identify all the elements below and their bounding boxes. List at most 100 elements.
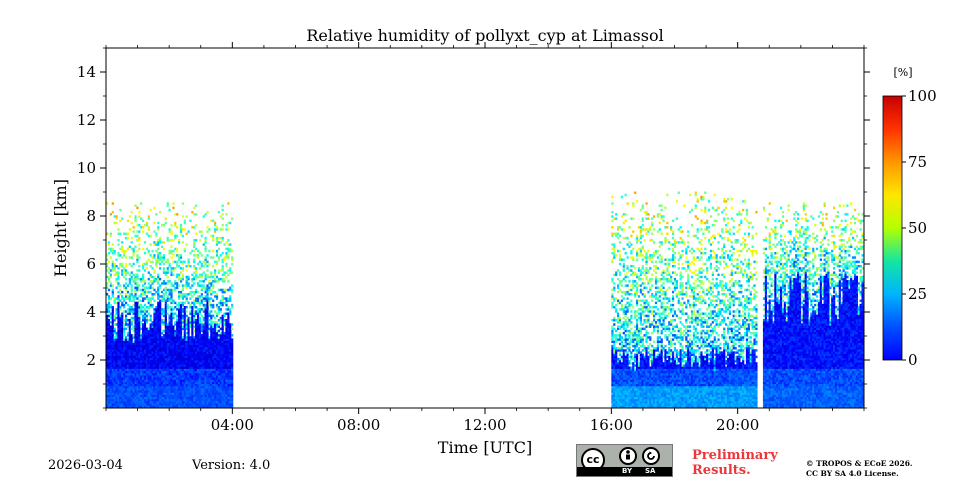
heat-cell [193, 213, 196, 216]
heat-cell [157, 349, 160, 352]
heat-cell [162, 388, 166, 391]
heat-cell [147, 277, 150, 281]
heat-cell [172, 288, 175, 292]
heat-cell [153, 347, 156, 350]
heat-cell [136, 401, 139, 404]
heat-cell [628, 306, 631, 309]
heat-cell [168, 344, 171, 348]
heat-cell [639, 327, 642, 331]
heat-cell [639, 355, 642, 359]
heat-cell [185, 372, 188, 376]
heat-cell [225, 312, 228, 315]
heat-cell [626, 321, 629, 324]
heat-cell [159, 325, 162, 328]
heat-cell [136, 316, 139, 320]
heat-cell [204, 273, 207, 277]
heat-cell [143, 370, 147, 374]
heat-cell [229, 355, 232, 359]
heat-cell [202, 351, 205, 354]
heat-cell [620, 366, 623, 369]
heat-cell [115, 351, 118, 354]
heat-cell [227, 364, 230, 367]
heat-cell [157, 347, 160, 350]
heat-cell [615, 405, 618, 408]
heat-cell [159, 329, 162, 333]
heat-cell [215, 306, 219, 309]
heat-cell [130, 338, 133, 341]
heat-cell [198, 334, 202, 337]
heat-cell [174, 364, 177, 367]
heat-cell [187, 262, 190, 266]
heat-cell [123, 254, 126, 257]
heat-cell [128, 375, 131, 378]
heat-cell [628, 226, 631, 229]
heat-cell [179, 271, 183, 274]
heat-cell [121, 321, 124, 324]
heat-cell [132, 379, 135, 382]
heat-cell [107, 301, 111, 305]
heat-cell [196, 338, 200, 341]
heat-cell [174, 288, 177, 292]
heat-cell [185, 275, 188, 279]
heat-cell [193, 377, 196, 380]
heat-cell [170, 323, 173, 326]
heat-cell [617, 228, 620, 231]
heat-cell [647, 336, 650, 339]
heat-cell [183, 360, 186, 363]
heat-cell [149, 243, 152, 246]
heat-cell [142, 293, 145, 296]
heat-cell [187, 357, 190, 361]
heat-cell [138, 310, 141, 313]
heat-cell [219, 269, 222, 272]
heat-cell [159, 398, 162, 402]
heat-cell [145, 398, 148, 402]
heat-cell [162, 355, 166, 359]
heat-cell [210, 368, 213, 372]
heat-cell [214, 321, 217, 324]
heat-cell [634, 381, 637, 385]
heat-cell [229, 366, 232, 369]
heat-cell [159, 370, 162, 374]
heat-cell [126, 368, 130, 372]
heat-cell [639, 370, 642, 374]
heat-cell [649, 338, 652, 341]
heat-cell [229, 327, 232, 331]
heat-cell [130, 293, 133, 296]
heat-cell [225, 318, 228, 322]
heat-cell [142, 306, 145, 309]
heat-cell [179, 370, 183, 374]
heat-cell [615, 394, 618, 398]
heat-cell [179, 301, 183, 305]
heat-cell [630, 388, 633, 391]
heat-cell [643, 318, 646, 322]
heat-cell [172, 385, 175, 389]
heat-cell [212, 368, 215, 372]
heat-cell [622, 236, 625, 240]
heat-cell [162, 381, 166, 385]
heat-cell [183, 221, 186, 225]
heat-cell [109, 390, 112, 393]
heat-cell [174, 357, 177, 361]
heat-cell [172, 269, 175, 272]
heat-cell [153, 394, 156, 398]
heat-cell [215, 366, 219, 369]
heat-cell [117, 390, 120, 393]
heat-cell [153, 388, 156, 391]
heat-cell [157, 394, 160, 398]
heat-cell [223, 362, 226, 365]
heat-cell [185, 394, 188, 398]
heat-cell [132, 299, 135, 302]
heat-cell [618, 398, 622, 402]
heat-cell [212, 249, 215, 253]
heat-cell [643, 269, 646, 272]
heat-cell [136, 342, 139, 346]
heat-cell [206, 355, 209, 359]
heat-cell [649, 342, 652, 346]
heat-cell [142, 394, 145, 398]
heat-cell [200, 284, 203, 287]
heat-cell [151, 349, 154, 352]
heat-cell [130, 310, 133, 313]
heat-cell [119, 372, 122, 376]
heat-cell [198, 295, 202, 298]
heat-cell [227, 273, 230, 277]
